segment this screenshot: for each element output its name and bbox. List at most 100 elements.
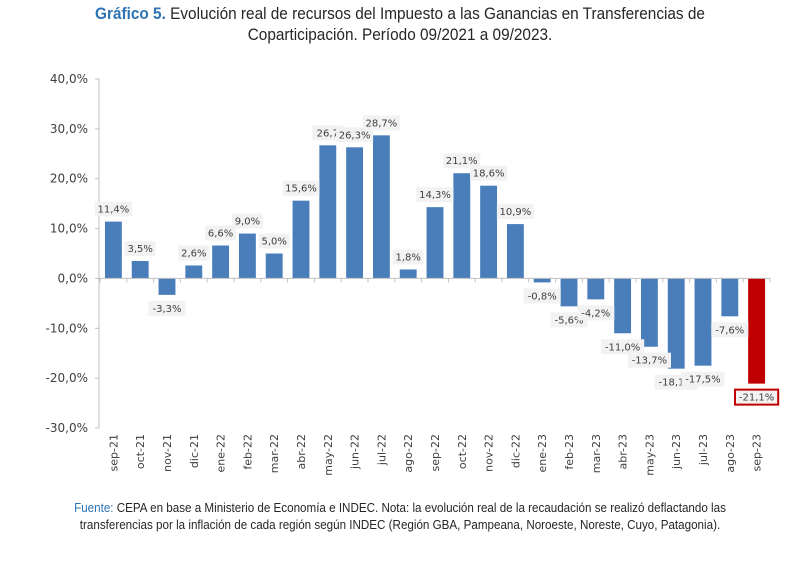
data-label-text: 2,6% [181,248,206,259]
x-tick-label: ago-23 [724,434,737,473]
bar [104,221,122,279]
data-label: -13,7% [627,352,671,368]
data-label-text: -5,6% [554,315,583,326]
y-tick-label: 20,0% [50,172,88,186]
x-tick-label: jun-22 [349,434,362,470]
y-tick-label: 0,0% [58,271,89,285]
data-label-text: 5,0% [261,237,286,248]
data-label-bg [577,305,615,321]
data-label-bg [711,322,749,338]
x-tick-label: feb-22 [241,434,254,470]
data-label-bg [94,201,132,217]
data-label-bg [627,352,671,368]
data-label-text: 6,6% [208,229,233,240]
data-label: 1,8% [392,249,424,265]
x-tick-label: oct-21 [134,434,147,469]
data-label-text: 10,9% [500,207,532,218]
data-label-bg [362,115,400,131]
x-tick-label: may-23 [643,434,656,476]
data-label-bg [416,187,454,203]
data-label: -0,8% [523,288,561,304]
x-tick-label: abr-22 [295,434,308,470]
data-label-bg [258,233,290,249]
data-label-text: -21,1% [739,393,774,404]
bar [346,147,364,279]
bar [238,233,256,279]
data-label-text: 3,5% [127,244,152,255]
data-label-text: -13,7% [632,356,667,367]
x-tick-label: ago-22 [402,434,415,473]
x-tick-label: abr-23 [617,434,630,470]
data-label-text: 15,6% [285,184,317,195]
x-tick-label: ene-22 [215,434,228,472]
chart-title-label: Gráfico 5. [95,5,166,23]
y-tick-label: 10,0% [50,222,88,236]
x-tick-label: nov-22 [483,434,496,472]
data-label: -4,2% [577,305,615,321]
bars-group [104,135,766,384]
y-tick-label: 30,0% [50,122,88,136]
y-tick-label: 40,0% [50,72,88,86]
data-label: 3,5% [124,240,156,256]
bar [533,278,551,283]
data-label: 2,6% [178,245,210,261]
bar [560,278,578,307]
data-label-bg [470,165,508,181]
data-label: 26,7 [312,125,344,141]
data-label-text: 18,6% [473,169,505,180]
chart-title: Gráfico 5. Evolución real de recursos de… [28,4,772,46]
bar [506,224,524,279]
data-labels-group: 11,4%3,5%-3,3%2,6%6,6%9,0%5,0%15,6%26,7 2… [94,115,780,406]
x-tick-label: feb-23 [563,434,576,470]
data-label-bg [232,213,263,229]
x-tick-label: mar-22 [268,434,281,473]
x-tick-label: ene-23 [536,434,549,472]
data-label: 18,6% [470,165,508,181]
data-label-bg [392,249,424,265]
bar [292,200,310,279]
data-label-bg [443,153,481,169]
bar [640,278,658,347]
data-label: 11,4% [94,201,132,217]
data-label-text: 21,1% [446,156,478,167]
data-label: -7,6% [711,322,749,338]
y-tick-label: -20,0% [46,371,88,385]
data-label-bg [148,300,186,316]
x-tick-label: dic-22 [509,434,522,468]
footer-source-label: Fuente: [74,501,114,515]
bar [614,278,632,334]
bar [131,260,149,279]
bar [426,207,444,279]
data-label-highlight: -21,1% [734,388,780,406]
y-tick-label: -10,0% [46,321,88,335]
data-label-bg [523,288,561,304]
x-tick-label: dic-21 [188,434,201,468]
data-label-bg [124,240,156,256]
data-label: -3,3% [148,300,186,316]
data-label-bg [681,371,725,387]
bar [721,278,739,317]
data-label-bg [601,339,645,355]
chart-title-line1: Evolución real de recursos del Impuesto … [165,5,705,23]
data-label-text: 26,3% [339,130,371,141]
bar [265,253,283,279]
bar [453,173,471,279]
data-label: 21,1% [443,153,481,169]
x-tick-label: jun-23 [670,434,683,470]
chart-title-line2: Coparticipación. Período 09/2021 a 09/20… [247,26,553,44]
y-tick-label: -30,0% [46,421,88,435]
data-label: 28,7% [362,115,400,131]
data-label: -17,5% [681,371,725,387]
data-label-text: -4,2% [581,308,610,319]
x-tick-label: sep-23 [751,434,764,471]
x-tick-label: sep-21 [107,434,120,471]
bar-highlight [748,278,766,384]
data-label: 6,6% [205,225,236,241]
data-label-bg [734,388,780,406]
x-tick-label: jul-23 [697,434,710,466]
data-label-text: -0,8% [528,291,557,302]
data-label-text: 26,7 [317,128,339,139]
x-tick-label: mar-23 [590,434,603,473]
data-label-bg [496,204,534,220]
data-label-text: -7,6% [715,325,744,336]
